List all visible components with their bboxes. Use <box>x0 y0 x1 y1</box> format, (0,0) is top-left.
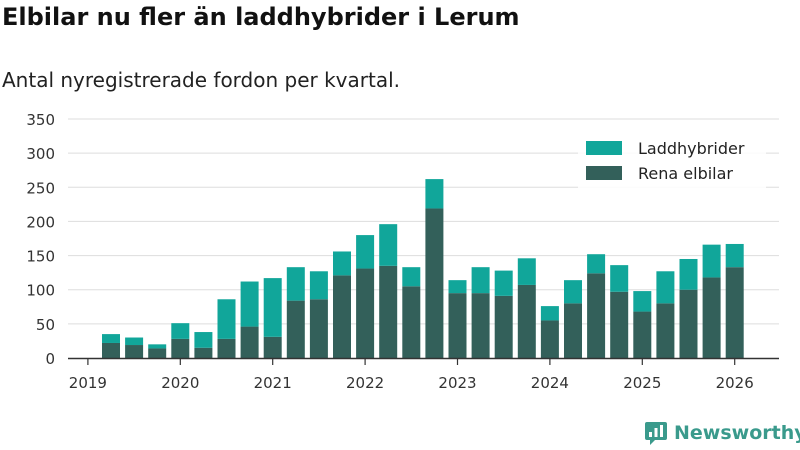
bar-laddhybrider <box>194 332 213 348</box>
x-tick-label: 2021 <box>254 374 292 392</box>
bar-rena-elbilar <box>286 300 305 358</box>
x-tick-label: 2022 <box>346 374 384 392</box>
bar-laddhybrider <box>125 337 144 346</box>
bar-rena-elbilar <box>471 293 490 358</box>
bar-laddhybrider <box>263 278 282 337</box>
x-tick-label: 2019 <box>69 374 107 392</box>
bar-laddhybrider <box>587 254 606 274</box>
legend-laddhybrider-swatch <box>586 141 622 155</box>
bar-rena-elbilar <box>448 293 467 358</box>
bar-rena-elbilar <box>125 345 144 358</box>
x-tick-label: 2026 <box>716 374 754 392</box>
legend-rena-elbilar-swatch <box>586 166 622 180</box>
x-tick-label: 2023 <box>438 374 476 392</box>
y-tick-label: 350 <box>26 111 55 129</box>
bar-laddhybrider <box>679 258 698 290</box>
bar-laddhybrider <box>309 271 328 300</box>
bar-laddhybrider <box>517 258 536 285</box>
bar-laddhybrider <box>286 267 305 301</box>
bar-rena-elbilar <box>587 273 606 358</box>
y-tick-label: 100 <box>26 282 55 300</box>
bar-laddhybrider <box>240 281 259 327</box>
bar-rena-elbilar <box>633 311 652 358</box>
bar-rena-elbilar <box>425 208 444 358</box>
bar-laddhybrider <box>148 344 167 349</box>
y-tick-label: 0 <box>45 350 55 368</box>
chart-subtitle: Antal nyregistrerade fordon per kvartal. <box>2 68 401 92</box>
chart-title: Elbilar nu fler än laddhybrider i Lerum <box>2 3 520 31</box>
bar-rena-elbilar <box>263 336 282 358</box>
bar-rena-elbilar <box>702 277 721 358</box>
bar-rena-elbilar <box>356 268 375 358</box>
bar-rena-elbilar <box>240 326 259 358</box>
bar-rena-elbilar <box>540 320 559 358</box>
bar-laddhybrider <box>425 179 444 209</box>
y-tick-label: 250 <box>26 179 55 197</box>
bar-laddhybrider <box>402 267 421 287</box>
x-tick-label: 2025 <box>623 374 661 392</box>
bar-rena-elbilar <box>217 338 236 358</box>
y-tick-label: 200 <box>26 213 55 231</box>
x-tick-label: 2024 <box>531 374 569 392</box>
bar-laddhybrider <box>656 271 675 304</box>
bar-laddhybrider <box>610 265 629 292</box>
bar-laddhybrider <box>471 267 490 294</box>
bar-rena-elbilar <box>725 267 744 358</box>
bar-rena-elbilar <box>564 303 582 358</box>
bar-laddhybrider <box>702 244 721 278</box>
bar-rena-elbilar <box>402 286 421 358</box>
bar-laddhybrider <box>564 280 582 304</box>
bar-rena-elbilar <box>379 265 398 358</box>
legend-rena-elbilar-label: Rena elbilar <box>638 164 733 183</box>
bar-rena-elbilar <box>679 289 698 358</box>
bar-laddhybrider <box>333 251 351 276</box>
bar-laddhybrider <box>356 235 375 269</box>
bar-rena-elbilar <box>148 348 167 358</box>
bar-rena-elbilar <box>333 275 351 358</box>
bar-laddhybrider <box>171 323 190 339</box>
bar-rena-elbilar <box>171 338 190 358</box>
bar-laddhybrider <box>540 306 559 321</box>
newsworthy-logo: Newsworthy <box>644 420 800 446</box>
bar-rena-elbilar <box>102 342 120 358</box>
newsworthy-logo-text: Newsworthy <box>674 422 800 444</box>
bar-rena-elbilar <box>656 303 675 358</box>
y-tick-label: 50 <box>36 316 55 334</box>
y-tick-label: 150 <box>26 248 55 266</box>
bar-laddhybrider <box>494 270 513 296</box>
bar-laddhybrider <box>448 280 467 294</box>
bar-rena-elbilar <box>610 291 629 358</box>
newsworthy-logo-icon <box>645 422 667 445</box>
bar-laddhybrider <box>379 224 398 266</box>
legend-laddhybrider-label: Laddhybrider <box>638 139 745 158</box>
bar-laddhybrider <box>633 291 652 312</box>
bar-rena-elbilar <box>194 347 213 358</box>
y-tick-label: 300 <box>26 145 55 163</box>
bar-laddhybrider <box>217 299 236 339</box>
bar-rena-elbilar <box>309 299 328 358</box>
x-tick-label: 2020 <box>161 374 199 392</box>
bar-rena-elbilar <box>517 284 536 358</box>
bar-rena-elbilar <box>494 295 513 358</box>
bar-laddhybrider <box>102 334 120 343</box>
bar-laddhybrider <box>725 243 744 268</box>
